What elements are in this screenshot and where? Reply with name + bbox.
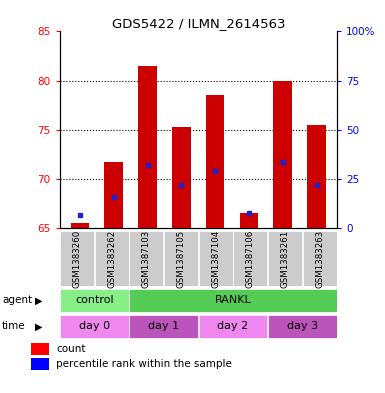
- Text: day 2: day 2: [217, 321, 249, 331]
- Text: agent: agent: [2, 296, 32, 305]
- Bar: [303, 231, 336, 286]
- Bar: [206, 95, 224, 228]
- Text: day 3: day 3: [287, 321, 318, 331]
- Text: ▶: ▶: [35, 321, 42, 331]
- Bar: [268, 315, 336, 338]
- Text: GSM1387105: GSM1387105: [176, 229, 186, 288]
- Text: GSM1387106: GSM1387106: [246, 229, 255, 288]
- Bar: [240, 213, 258, 228]
- Text: GSM1383260: GSM1383260: [72, 229, 82, 288]
- Bar: [129, 315, 198, 338]
- Text: day 0: day 0: [79, 321, 110, 331]
- Bar: [104, 162, 123, 228]
- Text: GSM1387104: GSM1387104: [211, 229, 220, 288]
- Text: GSM1387103: GSM1387103: [142, 229, 151, 288]
- Bar: [164, 231, 198, 286]
- Bar: [129, 231, 163, 286]
- Title: GDS5422 / ILMN_2614563: GDS5422 / ILMN_2614563: [112, 17, 285, 30]
- Bar: [60, 289, 129, 312]
- Bar: [172, 127, 191, 228]
- Bar: [233, 231, 267, 286]
- Bar: [60, 315, 129, 338]
- Bar: [138, 66, 157, 228]
- Bar: [273, 81, 292, 228]
- Text: count: count: [56, 344, 86, 354]
- Bar: [71, 223, 89, 228]
- Text: day 1: day 1: [148, 321, 179, 331]
- Bar: [60, 231, 94, 286]
- Text: time: time: [2, 321, 25, 331]
- Text: GSM1383262: GSM1383262: [107, 229, 116, 288]
- Bar: [31, 343, 49, 355]
- Bar: [199, 231, 233, 286]
- Bar: [268, 231, 302, 286]
- Text: percentile rank within the sample: percentile rank within the sample: [56, 359, 232, 369]
- Bar: [307, 125, 326, 228]
- Bar: [95, 231, 129, 286]
- Text: GSM1383263: GSM1383263: [315, 229, 324, 288]
- Text: ▶: ▶: [35, 296, 42, 305]
- Bar: [199, 315, 267, 338]
- Bar: [129, 289, 336, 312]
- Bar: [31, 358, 49, 370]
- Text: GSM1383261: GSM1383261: [280, 229, 290, 288]
- Text: RANKL: RANKL: [214, 296, 251, 305]
- Text: control: control: [75, 296, 114, 305]
